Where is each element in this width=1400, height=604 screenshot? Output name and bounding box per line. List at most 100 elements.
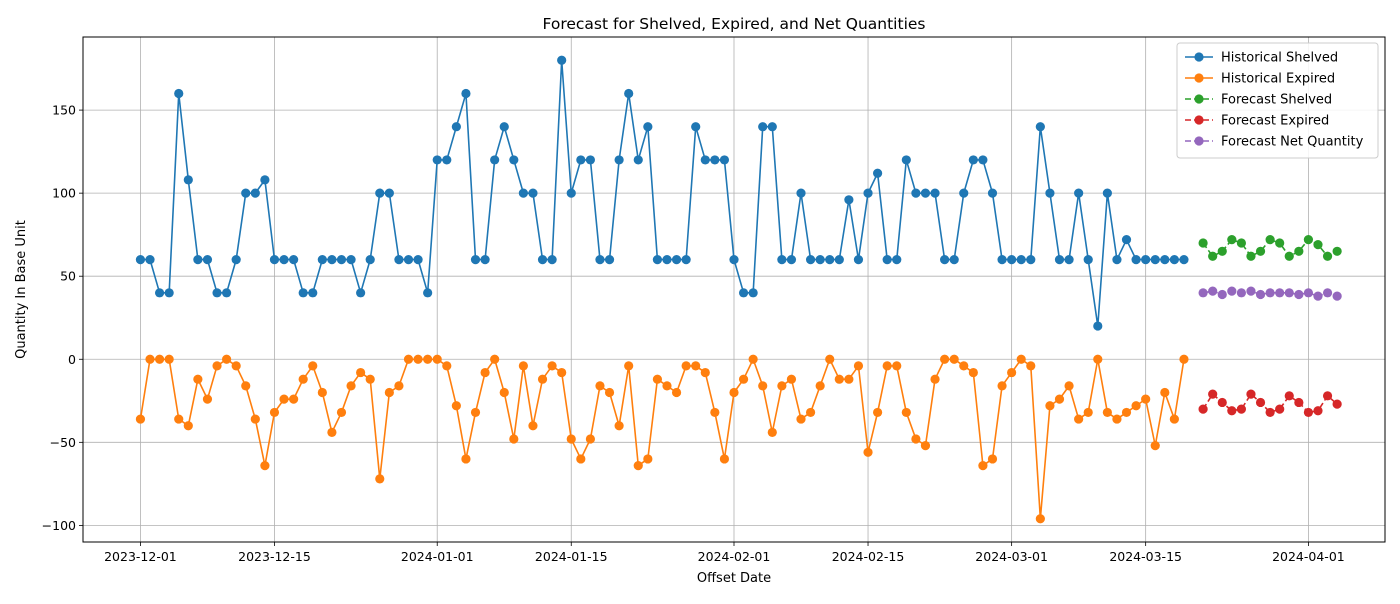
- data-point: [968, 367, 978, 378]
- data-point: [375, 474, 385, 484]
- legend-marker: [1194, 52, 1204, 62]
- data-point: [250, 188, 260, 198]
- legend-item: Forecast Net Quantity: [1185, 135, 1364, 150]
- data-point: [911, 434, 921, 444]
- data-point: [671, 387, 682, 398]
- data-point: [403, 255, 414, 265]
- legend: Historical Shelved Historical Expired Fore…: [1176, 42, 1379, 159]
- data-point: [1313, 240, 1323, 250]
- data-point: [518, 361, 528, 371]
- data-point: [1255, 246, 1266, 256]
- data-point: [997, 381, 1007, 391]
- data-point: [174, 88, 184, 99]
- series-forecast-expired: [1198, 389, 1342, 418]
- data-point: [1284, 251, 1294, 261]
- data-point: [394, 255, 404, 265]
- data-point: [528, 188, 538, 198]
- legend-item: Historical Expired: [1185, 72, 1335, 87]
- data-point: [470, 255, 481, 265]
- legend-item: Historical Shelved: [1185, 51, 1338, 66]
- data-point: [729, 387, 739, 398]
- data-point: [576, 155, 586, 165]
- data-point: [250, 414, 260, 424]
- data-point: [949, 255, 959, 265]
- chart-title: Forecast for Shelved, Expired, and Net Q…: [543, 15, 926, 33]
- data-point: [135, 414, 146, 424]
- data-point: [327, 255, 337, 265]
- data-point: [356, 288, 366, 298]
- data-point: [222, 288, 232, 298]
- data-point: [1217, 289, 1227, 300]
- data-point: [442, 361, 452, 371]
- data-point: [949, 354, 959, 364]
- legend-label: Forecast Shelved: [1221, 93, 1332, 108]
- data-point: [1332, 399, 1342, 409]
- data-point: [557, 367, 567, 378]
- data-point: [1131, 255, 1141, 265]
- data-point: [815, 255, 825, 265]
- data-point: [1208, 286, 1218, 296]
- data-point: [758, 381, 768, 391]
- data-point: [1217, 246, 1227, 256]
- data-point: [346, 381, 356, 391]
- data-point: [585, 155, 596, 165]
- data-point: [863, 188, 873, 198]
- series-historical-shelved: [135, 55, 1189, 331]
- data-point: [183, 421, 193, 431]
- data-point: [1121, 235, 1132, 245]
- data-point: [738, 288, 749, 298]
- data-point: [423, 354, 433, 364]
- data-point: [1322, 251, 1333, 261]
- data-point: [748, 354, 758, 364]
- data-point: [260, 460, 270, 471]
- data-point: [135, 255, 146, 265]
- data-point: [1303, 407, 1314, 418]
- series-historical-expired: [135, 354, 1189, 524]
- data-point: [432, 354, 442, 364]
- data-point: [901, 407, 911, 418]
- data-point: [844, 195, 854, 205]
- legend-marker: [1194, 94, 1204, 104]
- data-point: [1322, 288, 1333, 298]
- data-point: [1169, 414, 1179, 424]
- data-point: [1332, 291, 1342, 301]
- data-point: [289, 255, 299, 265]
- legend-item: Forecast Expired: [1185, 114, 1329, 129]
- data-point: [681, 361, 691, 371]
- data-point: [1255, 289, 1266, 300]
- data-point: [643, 454, 653, 464]
- data-point: [825, 255, 835, 265]
- x-axis-ticks: 2023-12-01 2023-12-15 2024-01-01 2024-01-15…: [104, 542, 1345, 564]
- data-point: [873, 407, 883, 418]
- data-point: [1303, 288, 1314, 298]
- x-tick-label: 2024-03-01: [975, 549, 1048, 564]
- legend-label: Forecast Net Quantity: [1221, 135, 1364, 150]
- data-point: [652, 255, 663, 265]
- data-point: [365, 255, 375, 265]
- data-point: [633, 460, 643, 471]
- data-point: [183, 175, 193, 185]
- data-point: [470, 407, 481, 418]
- data-point: [1294, 397, 1304, 408]
- data-point: [614, 155, 624, 165]
- x-axis-label: Offset Date: [697, 571, 771, 586]
- data-point: [202, 255, 213, 265]
- plot-series: [135, 55, 1342, 524]
- data-point: [241, 188, 251, 198]
- data-point: [1150, 255, 1160, 265]
- data-point: [461, 88, 471, 99]
- data-point: [767, 122, 777, 132]
- data-point: [1265, 288, 1275, 298]
- data-point: [643, 122, 653, 132]
- data-point: [710, 155, 720, 165]
- data-point: [1102, 407, 1112, 418]
- data-point: [193, 374, 203, 384]
- data-point: [710, 407, 720, 418]
- data-point: [1179, 354, 1189, 364]
- data-point: [1016, 255, 1026, 265]
- x-tick-label: 2024-02-15: [832, 549, 905, 564]
- data-point: [1227, 406, 1237, 416]
- data-point: [1131, 401, 1141, 411]
- x-tick-label: 2024-01-01: [401, 549, 474, 564]
- data-point: [652, 374, 663, 384]
